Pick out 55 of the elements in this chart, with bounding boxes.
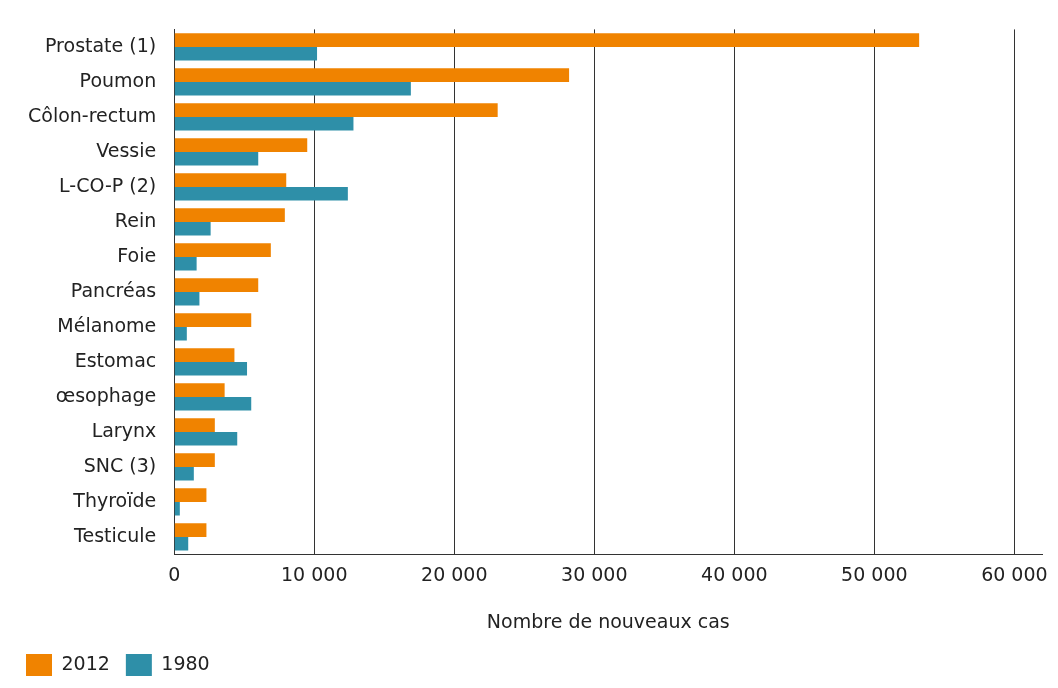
bar [174, 348, 235, 362]
y-tick-label: Pancréas [70, 278, 157, 301]
bar [174, 313, 252, 327]
y-tick-label: Estomac [74, 348, 157, 371]
bar [174, 151, 259, 166]
x-tick-label: 20 000 [421, 562, 488, 585]
bar [174, 81, 411, 96]
x-tick-label: 30 000 [561, 562, 628, 585]
bar [174, 536, 189, 551]
y-tick-label: Poumon [79, 68, 157, 91]
legend-label: 1980 [161, 651, 210, 674]
bar [174, 278, 259, 292]
bar [174, 116, 354, 131]
y-tick-label: Vessie [96, 138, 157, 161]
bar [174, 383, 225, 397]
y-tick-label: Larynx [91, 418, 157, 441]
y-tick-label: Foie [117, 243, 157, 266]
x-axis-title: Nombre de nouveaux cas [486, 609, 730, 632]
bar [174, 466, 194, 481]
bar [174, 431, 238, 446]
x-tick-label: 10 000 [281, 562, 348, 585]
bar [174, 103, 498, 117]
y-tick-label: Côlon-rectum [27, 103, 157, 126]
bar [174, 361, 248, 376]
bar [174, 221, 211, 236]
bar [174, 138, 308, 152]
y-tick-label: Mélanome [57, 313, 157, 336]
bar [174, 326, 187, 341]
bar [174, 186, 348, 201]
bar [174, 208, 285, 222]
x-tick-label: 50 000 [841, 562, 908, 585]
x-tick-label: 40 000 [701, 562, 768, 585]
legend-label: 2012 [61, 651, 110, 674]
bar [174, 243, 271, 257]
bar [174, 453, 215, 467]
bar [174, 173, 287, 187]
bar [174, 291, 200, 306]
y-tick-label: Rein [114, 208, 157, 231]
bar [174, 523, 207, 537]
bar [174, 68, 570, 82]
bar [174, 396, 252, 411]
bar [174, 488, 207, 502]
y-tick-label: Thyroïde [72, 488, 157, 511]
x-tick-label: 0 [168, 562, 181, 585]
y-tick-label: œsophage [55, 383, 157, 406]
bar [174, 418, 215, 432]
y-tick-label: Testicule [73, 523, 157, 546]
bar [174, 501, 180, 516]
bar [174, 33, 920, 47]
y-tick-label: Prostate (1) [44, 33, 157, 56]
bar [174, 256, 197, 271]
y-tick-label: SNC (3) [83, 453, 157, 476]
y-tick-label: L-CO-P (2) [59, 173, 157, 196]
bar [174, 46, 318, 61]
x-tick-label: 60 000 [981, 562, 1048, 585]
